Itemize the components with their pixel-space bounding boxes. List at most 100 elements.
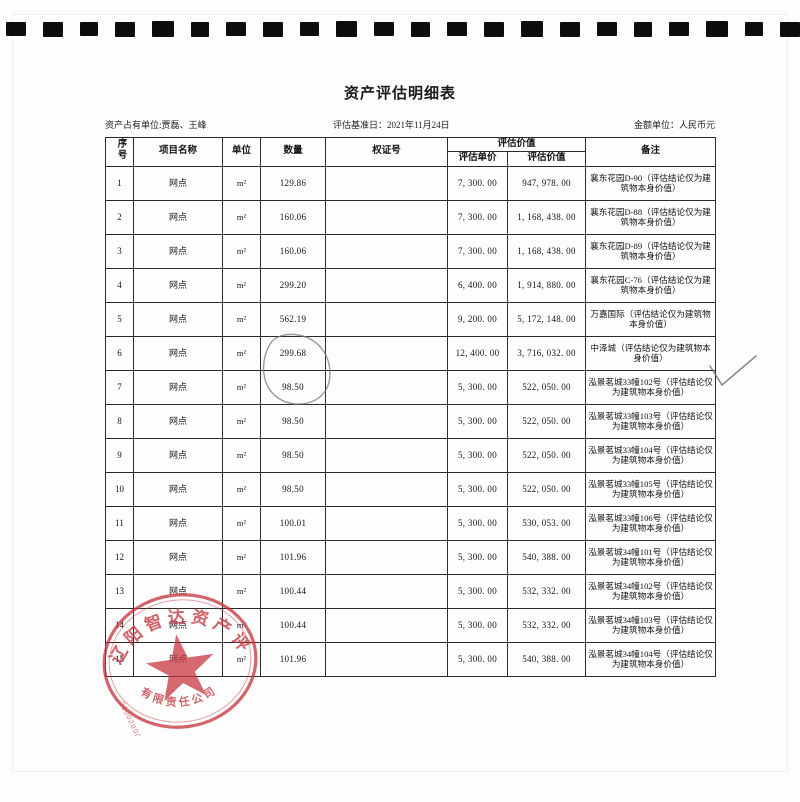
cell-name: 网点 [133,641,223,677]
cell-unit-price: 5, 300. 00 [447,539,508,575]
cell-quantity: 101.96 [260,539,326,575]
cell-remark: 襄东花园D-88（评估结论仅为建筑物本身价值） [585,199,717,235]
cell-cert-no [325,607,448,643]
scan-block [263,21,284,37]
header-total-value: 评估价值 [506,151,587,167]
table-row: 1 网点 m² 129.86 7, 300. 00 947, 978. 00 襄东花园D-9… [105,165,717,201]
cell-seq: 3 [105,233,134,269]
cell-quantity: 299.68 [260,335,326,371]
cell-remark: 泓景茗城34幢101号（评估结论仅为建筑物本身价值） [585,539,717,575]
cell-quantity: 160.06 [260,199,326,235]
scan-block [779,21,800,37]
header-unit: 单位 [222,137,261,167]
table-row: 10 网点 m² 98.50 5, 300. 00 522, 050. 00 泓景茗城33幢… [105,471,717,507]
cell-unit-price: 6, 400. 00 [447,267,508,303]
cell-unit-price: 9, 200. 00 [447,301,508,337]
table-row: 7 网点 m² 98.50 5, 300. 00 522, 050. 00 泓景茗城33幢1… [105,369,717,405]
svg-text:21002000021123: 21002000021123 [117,701,154,736]
cell-cert-no [325,369,448,405]
cell-name: 网点 [133,607,223,643]
table-row: 12 网点 m² 101.96 5, 300. 00 540, 388. 00 泓景茗城34… [105,539,717,575]
scan-block [596,22,617,36]
cell-remark: 泓景茗城33幢104号（评估结论仅为建筑物本身价值） [585,437,717,473]
cell-seq: 13 [105,573,134,609]
cell-seq: 9 [105,437,134,473]
table-row: 2 网点 m² 160.06 7, 300. 00 1, 168, 438. 00 襄东花园… [105,199,717,235]
cell-total-value: 1, 168, 438. 00 [506,199,587,235]
cell-unit-price: 5, 300. 00 [447,573,508,609]
table-row: 13 网点 m² 100.44 5, 300. 00 532, 332. 00 泓景茗城34… [105,573,717,609]
base-date-label: 评估基准日：2021年11月24日 [333,120,450,130]
cell-quantity: 100.01 [260,505,326,541]
cell-seq: 14 [105,607,134,643]
cell-unit: m² [222,301,261,337]
cell-total-value: 1, 914, 880. 00 [506,267,587,303]
scan-block [335,21,358,37]
cell-quantity: 100.44 [260,607,326,643]
document-meta-row: 资产占有单位:贾磊、王峰 评估基准日：2021年11月24日 金额单位：人民币元 [105,118,715,134]
cell-unit-price: 7, 300. 00 [447,233,508,269]
cell-unit-price: 5, 300. 00 [447,437,508,473]
cell-total-value: 522, 050. 00 [506,369,587,405]
cell-unit: m² [222,471,261,507]
cell-quantity: 98.50 [260,403,326,439]
header-name: 项目名称 [133,137,223,167]
cell-quantity: 98.50 [260,471,326,507]
cell-unit-price: 5, 300. 00 [447,607,508,643]
cell-quantity: 129.86 [260,165,326,201]
cell-name: 网点 [133,369,223,405]
cell-name: 网点 [133,471,223,507]
cell-seq: 4 [105,267,134,303]
cell-remark: 泓景茗城34幢104号（评估结论仅为建筑物本身价值） [585,641,717,677]
cell-remark: 襄东花园D-90（评估结论仅为建筑物本身价值） [585,165,717,201]
cell-unit: m² [222,539,261,575]
asset-appraisal-table: 序号 项目名称 单位 数量 权证号 评估价值 备注 评估单价 评估价值 1 网点 m… [105,136,717,677]
cell-seq: 11 [105,505,134,541]
cell-cert-no [325,641,448,677]
cell-remark: 泓景茗城33幢102号（评估结论仅为建筑物本身价值） [585,369,717,405]
cell-unit: m² [222,233,261,269]
cell-name: 网点 [133,267,223,303]
cell-unit: m² [222,573,261,609]
cell-cert-no [325,403,448,439]
scan-block [80,22,99,36]
table-row: 9 网点 m² 98.50 5, 300. 00 522, 050. 00 泓景茗城33幢1… [105,437,717,473]
table-row: 11 网点 m² 100.01 5, 300. 00 530, 053. 00 泓景茗城33… [105,505,717,541]
cell-seq: 2 [105,199,134,235]
cell-unit: m² [222,335,261,371]
asset-owner-label: 资产占有单位:贾磊、王峰 [105,120,207,130]
scan-block [668,22,689,36]
cell-cert-no [325,335,448,371]
table-header-row-top: 序号 项目名称 单位 数量 权证号 评估价值 备注 [105,136,717,167]
scan-block [43,21,64,37]
cell-name: 网点 [133,403,223,439]
cell-total-value: 532, 332. 00 [506,607,587,643]
cell-unit: m² [222,199,261,235]
scan-artifact-bar [0,18,800,40]
cell-total-value: 530, 053. 00 [506,505,587,541]
table-row: 3 网点 m² 160.06 7, 300. 00 1, 168, 438. 00 襄东花园… [105,233,717,269]
cell-cert-no [325,539,448,575]
cell-unit: m² [222,267,261,303]
cell-name: 网点 [133,505,223,541]
cell-cert-no [325,233,448,269]
table-row: 4 网点 m² 299.20 6, 400. 00 1, 914, 880. 00 襄东花园… [105,267,717,303]
cell-total-value: 947, 978. 00 [506,165,587,201]
scan-block [446,22,467,36]
cell-total-value: 3, 716, 032. 00 [506,335,587,371]
cell-total-value: 540, 388. 00 [506,641,587,677]
cell-remark: 万嘉国际（评估结论仅为建筑物本身价值） [585,301,717,337]
scan-block [152,21,175,37]
cell-unit: m² [222,369,261,405]
scan-block [520,21,543,37]
cell-unit: m² [222,165,261,201]
cell-unit-price: 5, 300. 00 [447,471,508,507]
cell-remark: 泓景茗城33幢103号（评估结论仅为建筑物本身价值） [585,403,717,439]
currency-unit-label: 金额单位：人民币元 [633,120,715,130]
cell-total-value: 540, 388. 00 [506,539,587,575]
cell-quantity: 98.50 [260,437,326,473]
cell-cert-no [325,505,448,541]
table-row: 6 网点 m² 299.68 12, 400. 00 3, 716, 032. 00 中泽城… [105,335,717,371]
scan-block [300,22,319,36]
cell-quantity: 299.20 [260,267,326,303]
